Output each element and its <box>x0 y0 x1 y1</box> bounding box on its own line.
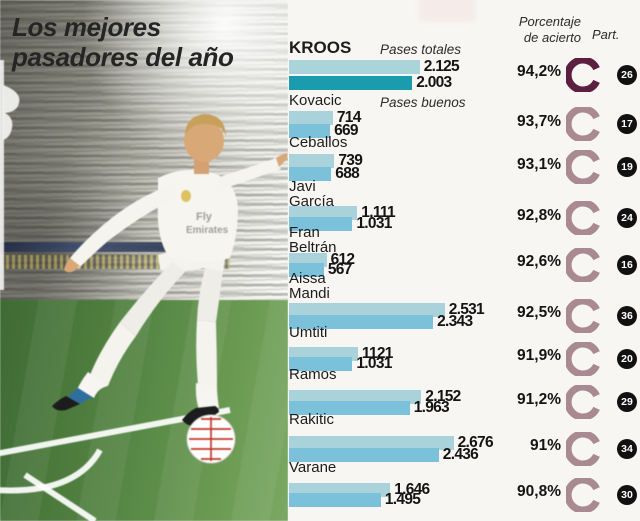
svg-text:Fly: Fly <box>196 211 213 223</box>
svg-text:Emirates: Emirates <box>186 225 229 236</box>
